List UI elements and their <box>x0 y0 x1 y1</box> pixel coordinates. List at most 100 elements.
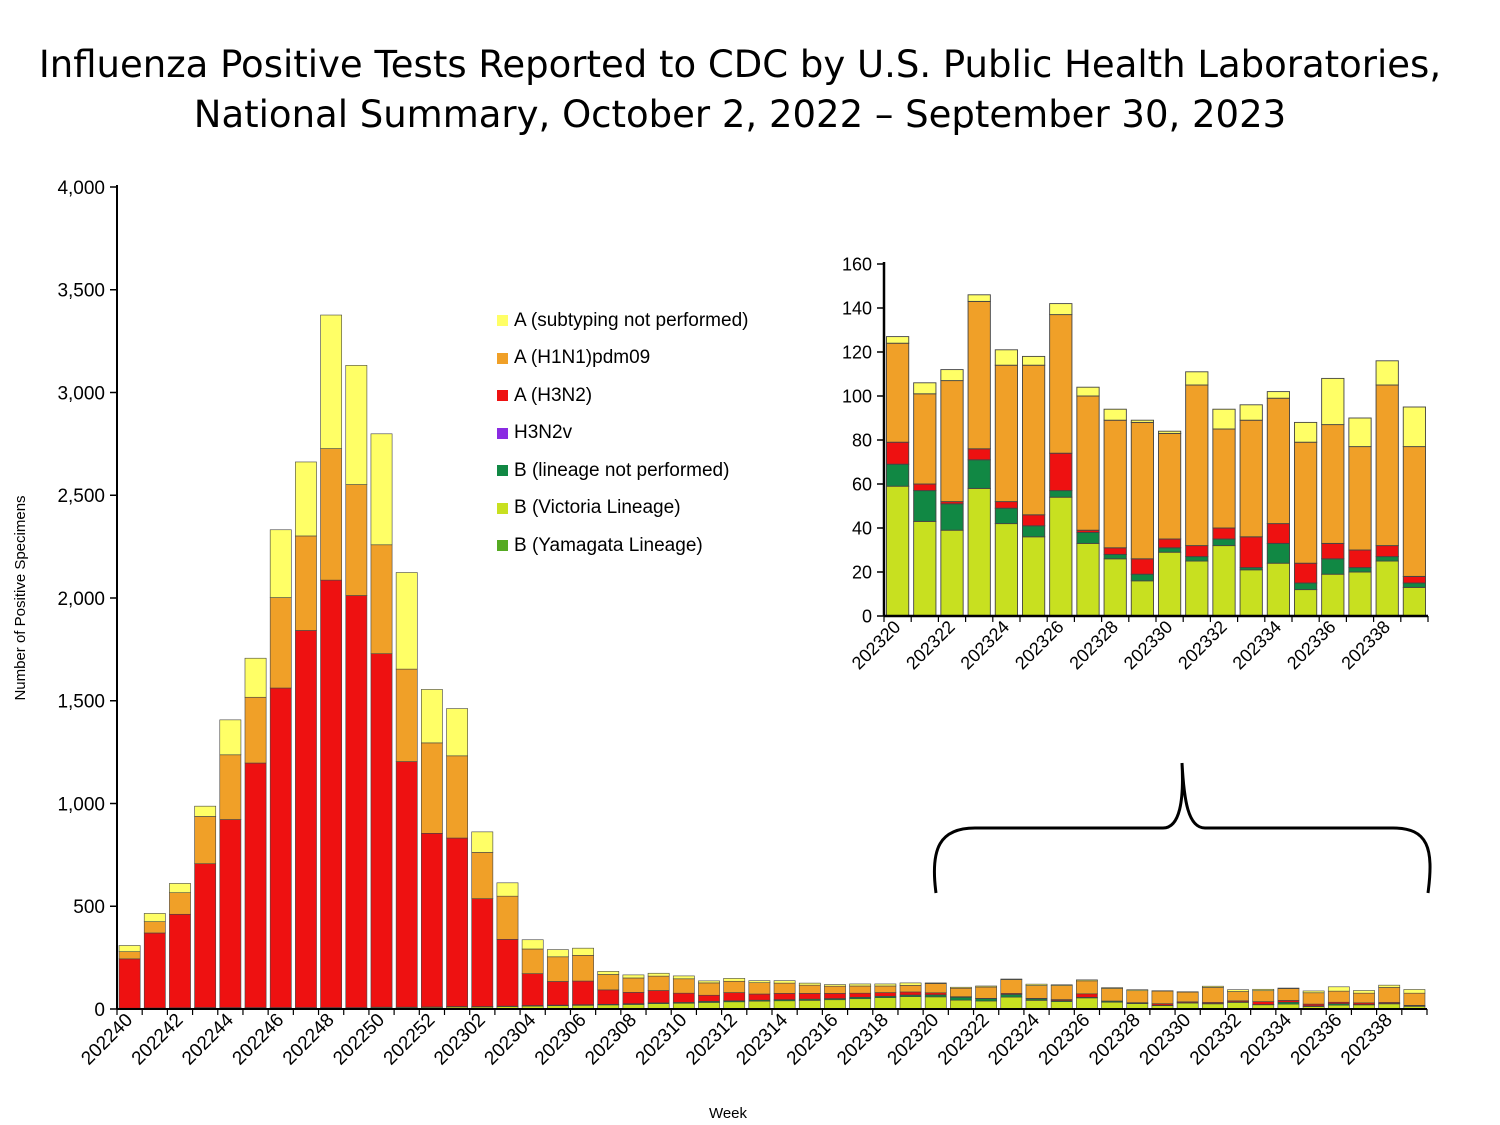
inset-bar-segment <box>994 364 1018 503</box>
inset-bar-segment <box>1293 582 1318 591</box>
main-bar-segment <box>1126 989 1149 992</box>
inset-bar-segment <box>1402 446 1426 577</box>
inset-bar-segment <box>1157 432 1182 540</box>
main-bar-segment <box>1327 986 1350 992</box>
main-x-tick-label: 202250 <box>329 1010 389 1070</box>
main-x-tick-label: 202320 <box>884 1010 944 1070</box>
main-bar-segment <box>1403 989 1426 994</box>
main-bar-segment <box>446 837 468 1007</box>
main-bar-segment <box>849 985 872 994</box>
main-bar-segment <box>924 992 947 996</box>
main-x-tick-label: 202312 <box>682 1010 742 1070</box>
inset-chart: 0204060801001201401602023202023222023242… <box>842 254 1429 674</box>
legend-label: B (lineage not performed) <box>514 459 730 481</box>
inset-bar-segment <box>994 501 1018 509</box>
main-bar-segment <box>1403 992 1426 1006</box>
inset-bar-segment <box>1130 558 1154 575</box>
inset-bar-segment <box>1130 421 1154 560</box>
main-bar-segment <box>1378 984 1401 988</box>
inset-y-tick-label: 60 <box>852 474 872 494</box>
main-bar-segment <box>521 973 544 1006</box>
main-bar-segment <box>773 980 796 984</box>
main-bar-segment <box>572 980 594 1005</box>
inset-bar-segment <box>1348 549 1372 569</box>
main-bar-segment <box>370 653 393 1008</box>
main-bar-segment <box>1050 1001 1073 1010</box>
main-bar-segment <box>471 831 494 853</box>
inset-bar-segment <box>1402 575 1426 584</box>
main-bar-segment <box>824 999 846 1010</box>
inset-bar-segment <box>967 300 991 450</box>
inset-bar-segment <box>1076 386 1100 397</box>
main-bar-segment <box>295 535 317 631</box>
legend-item: A (subtyping not performed) <box>497 302 748 340</box>
inset-bar-segment <box>1293 441 1318 564</box>
inset-bar-segment <box>1239 536 1263 569</box>
legend-item: B (Yamagata Lineage) <box>497 527 748 565</box>
main-bar-segment <box>244 696 267 764</box>
inset-bar-segment <box>1321 424 1345 544</box>
inset-bar-segment <box>1402 406 1426 448</box>
main-bar-segment <box>345 595 368 1008</box>
inset-bar-segment <box>913 382 937 395</box>
main-bar-segment <box>597 974 620 991</box>
main-bar-segment <box>244 762 267 1008</box>
main-bar-segment <box>647 990 670 1004</box>
inset-bar-segment <box>886 485 910 617</box>
main-bar-segment <box>320 314 343 449</box>
main-bar-segment <box>194 805 217 817</box>
inset-y-tick-label: 40 <box>852 518 872 538</box>
inset-bar-segment <box>1266 523 1290 544</box>
inset-y-tick-label: 140 <box>842 298 872 318</box>
inset-bar-segment <box>1103 419 1127 549</box>
zoom-brace <box>932 762 1432 894</box>
main-bar-segment <box>446 708 468 757</box>
inset-bar-segment <box>994 349 1018 366</box>
main-x-axis-title: Week <box>709 1105 748 1122</box>
inset-x-tick-label: 202326 <box>1011 617 1068 674</box>
inset-bar-segment <box>1157 551 1182 617</box>
legend-label: A (subtyping not performed) <box>514 309 749 331</box>
main-bar-segment <box>496 939 519 1007</box>
main-bar-segment <box>471 852 494 899</box>
main-bar-segment <box>975 985 998 988</box>
main-bar-segment <box>924 996 947 1010</box>
inset-bar-segment <box>1212 527 1236 540</box>
main-x-tick-label: 202308 <box>581 1010 641 1070</box>
main-x-tick-label: 202314 <box>732 1009 792 1069</box>
main-bar-segment <box>1327 990 1350 1003</box>
inset-bar-segment <box>1402 582 1426 588</box>
inset-bar-segment <box>967 448 991 461</box>
main-bar-segment <box>471 898 494 1007</box>
main-y-tick-label: 0 <box>94 1000 105 1021</box>
inset-bar-segment <box>1321 377 1345 426</box>
inset-bar-segment <box>1076 542 1100 617</box>
main-bar-segment <box>269 529 292 598</box>
inset-bar-segment <box>886 441 910 465</box>
main-bar-segment <box>672 975 695 980</box>
main-bar-segment <box>1025 1000 1048 1010</box>
inset-bar-segment <box>913 393 937 485</box>
inset-bar-segment <box>1212 408 1236 430</box>
main-bar-segment <box>849 998 872 1010</box>
inset-bar-segment <box>1266 391 1290 399</box>
inset-y-tick-label: 120 <box>842 342 872 362</box>
main-bar-segment <box>899 991 922 996</box>
inset-bar-segment <box>1185 556 1209 562</box>
main-bar-segment <box>748 993 771 1001</box>
main-bar-segment <box>773 1000 796 1010</box>
inset-bar-segment <box>1076 395 1100 531</box>
inset-x-tick-label: 202334 <box>1229 617 1286 674</box>
main-bar-segment <box>143 932 166 1009</box>
main-bar-segment <box>1076 979 1098 982</box>
inset-bar-segment <box>886 463 910 487</box>
inset-bar-segment <box>1049 303 1073 316</box>
main-bar-segment <box>1353 992 1375 1004</box>
inset-bar-segment <box>1266 397 1290 525</box>
inset-x-tick-label: 202324 <box>957 617 1014 674</box>
inset-bar-segment <box>1022 536 1046 617</box>
main-bar-segment <box>1000 996 1023 1010</box>
inset-bar-segment <box>940 503 964 531</box>
legend-swatch-icon <box>497 315 508 327</box>
main-bar-segment <box>798 984 821 994</box>
